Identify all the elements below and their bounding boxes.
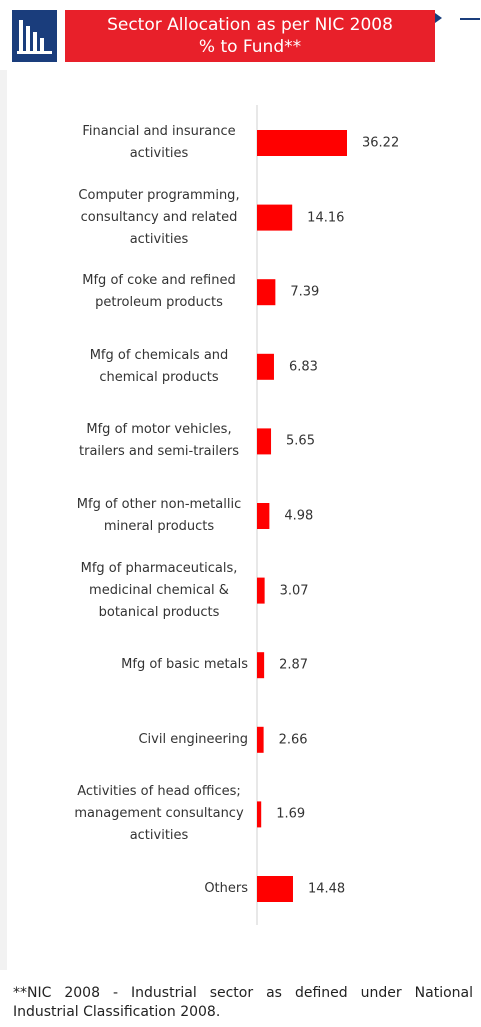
category-label-box: Mfg of motor vehicles, trailers and semi… bbox=[40, 419, 248, 463]
category-label: Civil engineering bbox=[138, 731, 248, 747]
category-label-box: Mfg of coke and refined petroleum produc… bbox=[40, 270, 248, 314]
value-label: 5.65 bbox=[286, 433, 315, 449]
value-label: 36.22 bbox=[362, 135, 400, 151]
category-label: Computer programming, consultancy and re… bbox=[78, 187, 240, 247]
value-label: 4.98 bbox=[284, 508, 314, 524]
bar bbox=[257, 577, 265, 604]
bar bbox=[257, 130, 347, 156]
bar bbox=[257, 353, 274, 380]
title: Sector Allocation as per NIC 2008 % to F… bbox=[107, 15, 393, 57]
bar bbox=[257, 652, 265, 679]
bar bbox=[257, 801, 262, 828]
bar bbox=[257, 876, 293, 902]
bar bbox=[257, 279, 276, 306]
category-label-box: Mfg of chemicals and chemical products bbox=[40, 345, 248, 389]
value-label: 3.07 bbox=[279, 583, 309, 599]
category-label-box: Mfg of other non-metallic mineral produc… bbox=[40, 494, 248, 538]
value-label: 6.83 bbox=[288, 359, 318, 375]
category-label-box: Financial and insurance activities bbox=[40, 121, 248, 165]
page-edge bbox=[0, 70, 7, 970]
icon-graphic bbox=[17, 20, 52, 54]
category-label-box: Mfg of basic metals bbox=[40, 654, 248, 676]
value-label: 2.87 bbox=[279, 657, 309, 673]
bar bbox=[257, 726, 264, 753]
title-banner: Sector Allocation as per NIC 2008 % to F… bbox=[65, 10, 435, 62]
category-label-box: Computer programming, consultancy and re… bbox=[40, 185, 248, 251]
category-label: Mfg of other non-metallic mineral produc… bbox=[76, 497, 242, 534]
footnote: **NIC 2008 - Industrial sector as define… bbox=[13, 985, 473, 1020]
category-label: Mfg of chemicals and chemical products bbox=[89, 347, 229, 385]
value-label: 14.16 bbox=[307, 210, 345, 226]
bar bbox=[257, 503, 270, 529]
bar bbox=[257, 428, 272, 455]
category-label: Activities of head offices; management c… bbox=[74, 784, 244, 844]
category-label-box: Others bbox=[40, 878, 248, 900]
banner-arrow bbox=[435, 13, 442, 23]
category-label-box: Mfg of pharmaceuticals, medicinal chemic… bbox=[40, 558, 248, 624]
value-label: 7.39 bbox=[290, 284, 320, 300]
category-label: Mfg of coke and refined petroleum produc… bbox=[82, 273, 236, 311]
category-label-box: Activities of head offices; management c… bbox=[40, 781, 248, 847]
bar bbox=[257, 204, 293, 231]
value-label: 2.66 bbox=[278, 732, 308, 748]
chart-icon bbox=[12, 10, 57, 62]
value-label: 14.48 bbox=[307, 881, 346, 897]
category-label: Others bbox=[204, 881, 248, 896]
category-label: Mfg of pharmaceuticals, medicinal chemic… bbox=[80, 560, 238, 620]
value-label: 1.69 bbox=[276, 806, 306, 822]
category-label: Mfg of motor vehicles, trailers and semi… bbox=[79, 422, 239, 460]
category-label: Mfg of basic metals bbox=[121, 657, 248, 673]
category-label: Financial and insurance activities bbox=[82, 124, 236, 161]
category-label-box: Civil engineering bbox=[40, 729, 248, 751]
